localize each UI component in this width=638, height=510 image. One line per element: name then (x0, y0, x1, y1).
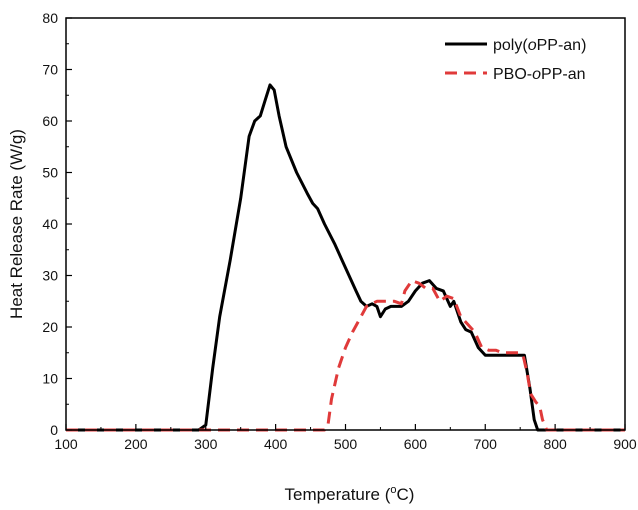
series-line-1 (66, 279, 625, 432)
y-tick-label: 40 (42, 216, 58, 232)
legend-label-1-post: PP-an (541, 66, 585, 83)
legend-label-0-post: PP-an) (537, 37, 587, 54)
x-axis-title-degree: o (390, 484, 396, 496)
x-tick-label: 700 (474, 436, 498, 452)
x-axis-title-pre: Temperature ( (285, 485, 391, 504)
y-tick-label: 30 (42, 268, 58, 284)
x-tick-label: 300 (194, 436, 218, 452)
series-line-0 (66, 83, 625, 432)
x-tick-label: 900 (613, 436, 637, 452)
x-tick-label: 800 (543, 436, 567, 452)
y-tick-label: 10 (42, 371, 58, 387)
y-tick-label: 70 (42, 62, 58, 78)
x-tick-label: 200 (124, 436, 148, 452)
plot-lines (66, 83, 625, 432)
legend-label-poly-opp-an: poly(oPP-an) (493, 37, 586, 54)
y-tick-label: 50 (42, 165, 58, 181)
x-tick-label: 100 (54, 436, 78, 452)
legend-label-1-pre: PBO- (493, 66, 532, 83)
legend-label-0-italic: o (528, 37, 537, 54)
y-tick-label: 20 (42, 319, 58, 335)
y-tick-label: 80 (42, 10, 58, 26)
y-tick-label: 0 (50, 422, 58, 438)
y-tick-label: 60 (42, 113, 58, 129)
legend-label-0-pre: poly( (493, 37, 528, 54)
axes: 100 200 300 400 500 600 700 800 900 0 10 20 30 40 50 60… (42, 10, 636, 452)
legend-label-1-italic: o (532, 66, 541, 83)
x-tick-label: 500 (334, 436, 358, 452)
x-axis-title-post: C) (397, 485, 415, 504)
legend-label-pbo-opp-an: PBO-oPP-an (493, 66, 586, 83)
x-tick-label: 600 (404, 436, 428, 452)
legend: poly(oPP-an) PBO-oPP-an (445, 37, 586, 83)
y-axis-title: Heat Release Rate (W/g) (7, 129, 26, 319)
x-tick-label: 400 (264, 436, 288, 452)
x-axis-title: Temperature (oC) (285, 484, 415, 504)
